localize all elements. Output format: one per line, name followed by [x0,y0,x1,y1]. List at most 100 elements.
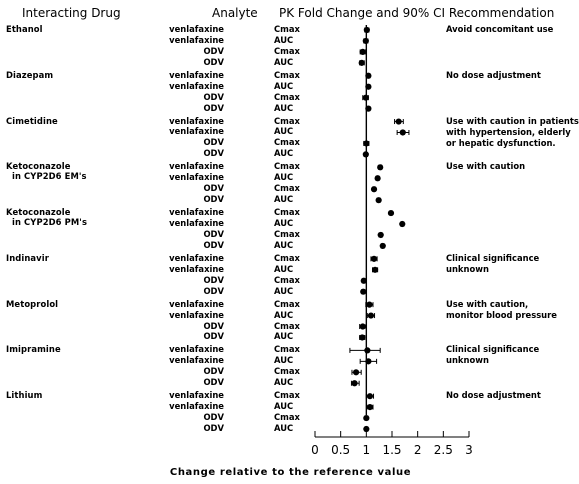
analyte-label: venlafaxine [169,309,224,320]
header-pk-fold-change: PK Fold Change and 90% CI Recommendation [279,6,555,20]
pk-parameter-label: Cmax [274,137,300,148]
recommendation-text: Use with caution in patients with hyperte… [446,116,579,149]
pk-parameter-label: Cmax [274,183,300,194]
recommendation-line: or hepatic dysfunction. [446,137,556,148]
recommendation-line: monitor blood pressure [446,309,557,320]
point-estimate [367,312,375,319]
point-estimate [365,358,372,365]
point-estimate [359,48,366,56]
point-estimate [370,186,378,193]
pk-parameter-label: AUC [274,126,294,137]
x-tick-label: 2.5 [434,443,453,457]
analyte-label: venlafaxine [169,252,224,263]
point-estimate [366,393,374,400]
pk-parameter-label: Cmax [274,69,300,80]
pk-parameter-label: AUC [274,309,294,320]
analyte-label: venlafaxine [169,344,224,355]
recommendation-line: No dose adjustment [446,390,541,401]
analyte-label: venlafaxine [169,161,224,172]
point-estimate [359,334,366,341]
pk-parameter-label: AUC [274,285,294,296]
pk-parameter-label: Cmax [274,207,300,218]
point-estimate [366,301,373,308]
pk-parameter-label: AUC [274,148,294,159]
pk-parameter-label: AUC [274,172,294,183]
drug-label: Lithium [6,390,42,400]
pk-parameter-label: AUC [274,423,294,434]
x-tick-label: 3 [465,443,473,457]
point-estimate [358,59,365,66]
point-estimate [363,414,370,422]
analyte-label: venlafaxine [169,355,224,366]
pk-parameter-label: Cmax [274,274,300,285]
analyte-label: venlafaxine [169,401,224,412]
point-estimate [365,72,372,79]
point-estimate [387,209,395,217]
point-estimate [365,105,372,112]
pk-parameter-label: Cmax [274,320,300,331]
analyte-label: ODV [203,423,224,434]
pk-parameter-label: Cmax [274,366,300,377]
drug-label: Ketoconazole in CYP2D6 EM's [6,161,87,181]
pk-parameter-label: AUC [274,34,294,45]
analyte-label: ODV [203,148,224,159]
pk-parameter-label: Cmax [274,115,300,126]
analyte-label: venlafaxine [169,263,224,274]
analyte-label: venlafaxine [169,172,224,183]
analyte-label: ODV [203,228,224,239]
drug-label-line: Lithium [6,390,43,401]
pk-parameter-label: Cmax [274,252,300,263]
x-tick-label: 0 [311,443,319,457]
point-estimate [377,231,384,239]
point-estimate [359,323,366,330]
analyte-label: ODV [203,377,224,388]
point-estimate [360,277,367,284]
analyte-label: venlafaxine [169,80,224,91]
point-estimate [362,94,369,101]
point-estimate [375,197,382,204]
recommendation-line: Avoid concomitant use [446,24,554,34]
recommendation-text: No dose adjustment [446,70,541,81]
drug-label-line: Imipramine [6,344,61,355]
x-axis-label-text: Change relative to the reference value [169,467,412,478]
drug-label-line: Cimetidine [6,115,58,126]
analyte-label: ODV [203,56,224,67]
analyte-label: ODV [203,239,224,250]
recommendation-line: Use with caution [446,161,526,172]
analyte-label: venlafaxine [169,115,224,126]
header-analyte: Analyte [212,6,258,20]
point-estimate [364,347,371,354]
pk-parameter-label: AUC [274,80,294,91]
drug-label: Metoprolol [6,299,58,309]
pk-parameter-label: Cmax [274,161,300,172]
point-estimate [352,369,360,376]
recommendation-text: Avoid concomitant use [446,24,553,35]
pk-parameter-label: Cmax [274,344,300,355]
analyte-label: ODV [203,366,224,377]
analyte-label: ODV [203,45,224,56]
analyte-label: venlafaxine [169,24,224,34]
x-axis-label: Change relative to the reference value [0,467,579,478]
recommendation-text: No dose adjustment [446,390,541,401]
drug-label: Cimetidine [6,116,58,126]
drug-label: Ketoconazole in CYP2D6 PM's [6,207,87,227]
point-estimate [374,175,381,182]
drug-label-line: Diazepam [6,69,54,80]
pk-parameter-label: AUC [274,102,294,113]
recommendation-text: Use with caution [446,161,525,172]
recommendation-line: with hypertension, elderly [446,126,571,137]
pk-parameter-label: AUC [274,239,294,250]
x-tick-label: 2 [414,443,422,457]
drug-label-line: in CYP2D6 EM's [12,171,87,182]
point-estimate [363,26,370,34]
point-estimate [360,288,367,295]
point-estimate [399,129,406,136]
analyte-label: venlafaxine [169,218,224,229]
pk-parameter-label: AUC [274,401,294,412]
drug-label-line: Ethanol [6,24,43,34]
point-estimate [399,220,406,228]
recommendation-text: Clinical significance unknown [446,344,539,366]
drug-label-line: in CYP2D6 PM's [12,217,88,228]
analyte-label: ODV [203,91,224,102]
